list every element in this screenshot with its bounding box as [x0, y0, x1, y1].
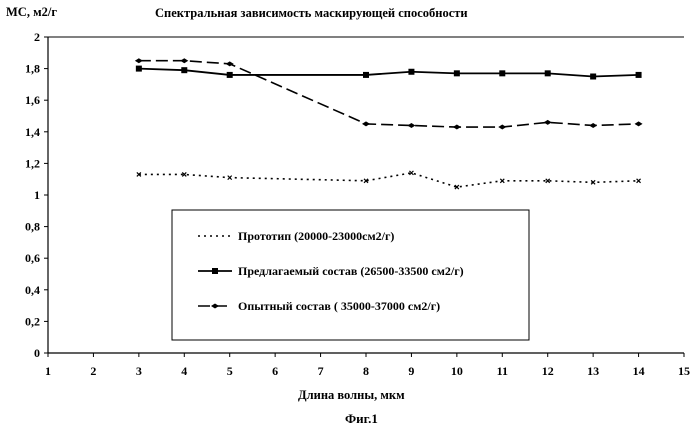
y-tick-label: 1	[34, 188, 40, 202]
legend-marker	[212, 268, 218, 274]
data-point	[590, 74, 596, 80]
y-tick-label: 0,4	[25, 283, 40, 297]
data-point	[228, 176, 232, 180]
data-point	[637, 179, 641, 183]
x-tick-label: 11	[497, 364, 508, 378]
data-point	[499, 70, 505, 76]
data-point	[635, 121, 643, 126]
y-tick-label: 0	[34, 346, 40, 360]
data-point	[545, 70, 551, 76]
data-point	[136, 66, 142, 72]
x-tick-label: 10	[451, 364, 463, 378]
x-tick-label: 5	[227, 364, 233, 378]
data-point	[407, 123, 415, 128]
data-point	[500, 179, 504, 183]
data-point	[498, 125, 506, 130]
y-tick-label: 0,6	[25, 251, 40, 265]
figure-label: Фиг.1	[345, 411, 378, 426]
x-tick-label: 1	[45, 364, 51, 378]
x-tick-label: 6	[272, 364, 278, 378]
series-line	[139, 61, 639, 127]
x-tick-label: 12	[542, 364, 554, 378]
series-3	[135, 58, 643, 129]
y-tick-label: 1,4	[25, 125, 40, 139]
x-tick-label: 3	[136, 364, 142, 378]
data-point	[363, 72, 369, 78]
x-axis-label: Длина волны, мкм	[298, 388, 405, 402]
data-point	[409, 171, 413, 175]
data-point	[182, 172, 186, 176]
data-point	[180, 58, 188, 63]
series-1	[137, 171, 641, 189]
y-tick-label: 1,2	[25, 156, 40, 170]
data-point	[546, 179, 550, 183]
x-tick-label: 9	[408, 364, 414, 378]
data-point	[181, 67, 187, 73]
y-tick-label: 1,8	[25, 62, 40, 76]
data-point	[135, 58, 143, 63]
series-layer	[135, 58, 643, 189]
x-tick-label: 2	[90, 364, 96, 378]
data-point	[227, 72, 233, 78]
x-tick-labels: 123456789101112131415	[45, 353, 690, 378]
series-line	[139, 173, 639, 187]
data-point	[362, 121, 370, 126]
x-tick-label: 13	[587, 364, 599, 378]
data-point	[453, 125, 461, 130]
y-tick-label: 0,8	[25, 220, 40, 234]
series-2	[136, 66, 642, 80]
legend: Прототип (20000-23000см2/г) Предлагаемый …	[172, 210, 529, 340]
data-point	[544, 120, 552, 125]
data-point	[589, 123, 597, 128]
series-line	[139, 69, 639, 77]
data-point	[636, 72, 642, 78]
x-tick-label: 4	[181, 364, 187, 378]
data-point	[454, 70, 460, 76]
legend-label: Опытный состав ( 35000-37000 см2/г)	[238, 299, 440, 313]
legend-label: Прототип (20000-23000см2/г)	[238, 229, 394, 243]
y-tick-label: 2	[34, 30, 40, 44]
x-tick-label: 7	[318, 364, 324, 378]
x-tick-label: 14	[633, 364, 645, 378]
y-tick-labels: 0 0,2 0,4 0,6 0,8 1 1,2 1,4 1,6 1,8 2	[25, 30, 48, 360]
legend-entry: Предлагаемый состав (26500-33500 см2/г)	[198, 264, 464, 278]
chart-title: Спектральная зависимость маскирующей спо…	[155, 6, 468, 20]
x-tick-label: 8	[363, 364, 369, 378]
legend-label: Предлагаемый состав (26500-33500 см2/г)	[238, 264, 464, 278]
x-tick-label: 15	[678, 364, 690, 378]
y-tick-label: 1,6	[25, 93, 40, 107]
y-tick-label: 0,2	[25, 314, 40, 328]
data-point	[408, 69, 414, 75]
y-axis-label: МС, м2/г	[6, 5, 57, 19]
